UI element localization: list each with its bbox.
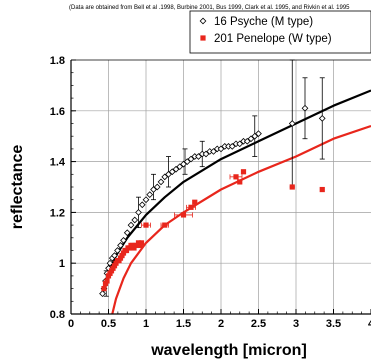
legend-marker-series-2 (200, 35, 206, 41)
data-point-series-1 (187, 155, 195, 163)
data-point-series-1 (127, 221, 135, 229)
data-point-series-1 (135, 209, 142, 216)
data-point-series-1 (288, 120, 296, 127)
data-point-series-1 (318, 115, 326, 122)
data-point-series-1 (165, 170, 172, 178)
data-point-series-1 (210, 148, 217, 155)
data-points (99, 104, 326, 298)
x-tick-label: 4 (368, 318, 371, 330)
data-point-series-1 (236, 140, 244, 148)
legend-label-series-1: 16 Psyche (M type) (214, 16, 313, 28)
x-tick-label: 2 (218, 318, 224, 330)
data-point-series-2 (188, 204, 194, 210)
data-credit-note: (Data are obtained from Bell et al .1998… (69, 5, 350, 11)
data-point-series-2 (240, 169, 247, 175)
data-point-series-2 (104, 278, 110, 284)
data-point-series-1 (111, 252, 118, 259)
data-point-series-1 (195, 153, 202, 160)
x-tick-label: 3 (293, 318, 299, 330)
data-point-series-1 (251, 132, 259, 140)
y-tick-label: 1.8 (50, 55, 65, 67)
x-tick-label: 3.5 (326, 318, 341, 330)
data-point-series-1 (217, 145, 225, 153)
data-point-series-2 (237, 179, 243, 185)
data-point-series-2 (289, 184, 295, 190)
data-point-series-2 (162, 222, 168, 228)
data-point-series-1 (106, 259, 114, 267)
y-tick-label: 1.4 (50, 157, 66, 169)
x-tick-label: 0.5 (101, 318, 116, 330)
data-point-series-1 (123, 229, 131, 237)
data-point-series-1 (301, 104, 309, 112)
legend-marker-series-1 (199, 17, 207, 25)
data-point-series-2 (233, 174, 239, 180)
x-tick-label: 1 (143, 318, 149, 330)
data-point-series-1 (114, 247, 121, 254)
data-point-series-1 (180, 160, 187, 168)
data-point-series-2 (319, 186, 325, 193)
data-point-series-1 (138, 201, 146, 209)
data-point-series-1 (117, 242, 124, 249)
fit-curve-series-2 (111, 124, 371, 315)
legend: 16 Psyche (M type) 201 Penelope (W type) (189, 10, 371, 54)
data-point-series-1 (146, 191, 154, 198)
data-point-series-2 (101, 286, 107, 292)
axes (70, 59, 371, 315)
data-point-series-2 (143, 222, 149, 228)
data-point-series-1 (228, 142, 236, 150)
data-point-series-1 (168, 168, 176, 176)
data-point-series-1 (183, 158, 191, 165)
y-axis-title: reflectance (9, 145, 26, 230)
data-point-series-2 (192, 199, 198, 205)
x-tick-label: 0 (68, 318, 74, 330)
data-point-series-1 (247, 135, 255, 143)
data-point-series-1 (153, 183, 161, 191)
data-point-series-1 (131, 216, 139, 224)
data-point-series-2 (180, 212, 187, 218)
y-tick-label: 1.6 (50, 106, 65, 118)
y-tick-label: 1 (59, 258, 65, 270)
data-point-series-1 (157, 178, 165, 186)
legend-box (189, 10, 371, 54)
data-point-series-2 (138, 240, 145, 246)
legend-label-series-2: 201 Penelope (W type) (214, 33, 332, 45)
data-point-series-1 (150, 186, 157, 193)
y-tick-label: 0.8 (50, 309, 65, 321)
x-axis-title: wavelength [micron] (150, 342, 307, 359)
data-point-series-1 (120, 236, 127, 244)
data-point-series-1 (161, 173, 169, 181)
x-tick-label: 1.5 (176, 318, 191, 330)
data-point-series-1 (255, 130, 262, 138)
data-point-series-1 (176, 163, 184, 171)
tick-labels: 0 0.5 1 1.5 2 2.5 3 3.5 4 0.8 1 1.2 1.4 1.6 1.8 (50, 55, 371, 330)
y-tick-label: 1.2 (50, 207, 65, 219)
data-point-series-1 (172, 165, 180, 173)
data-point-series-1 (142, 196, 150, 204)
data-point-series-1 (202, 150, 210, 158)
data-point-series-1 (243, 137, 251, 145)
data-point-series-1 (99, 290, 106, 298)
x-tick-label: 2.5 (251, 318, 266, 330)
